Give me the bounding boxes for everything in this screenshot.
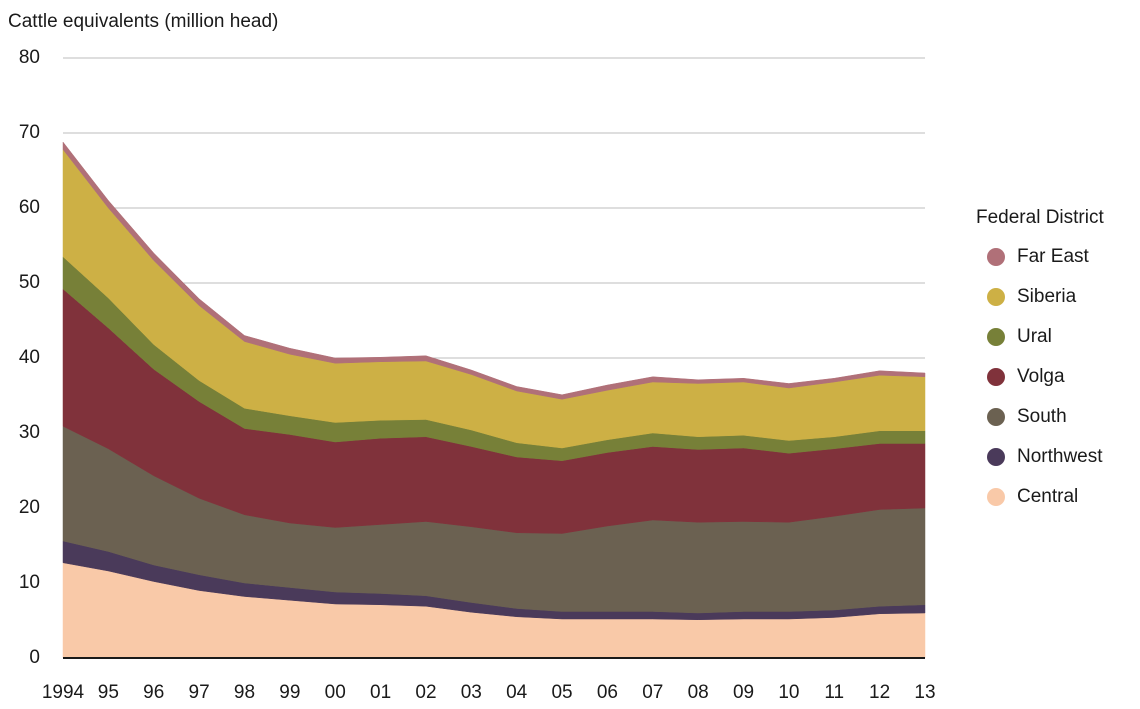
y-tick-label: 70 — [19, 122, 40, 143]
x-tick-label: 09 — [733, 682, 754, 703]
y-tick-label: 20 — [19, 497, 40, 518]
y-tick-label: 50 — [19, 272, 40, 293]
x-tick-label: 12 — [869, 682, 890, 703]
x-tick-label: 08 — [688, 682, 709, 703]
y-tick-label: 80 — [19, 47, 40, 68]
legend-swatch — [987, 448, 1005, 466]
legend-swatch — [987, 328, 1005, 346]
legend-label: Ural — [1017, 326, 1052, 347]
x-tick-label: 01 — [370, 682, 391, 703]
legend-swatch — [987, 488, 1005, 506]
x-tick-label: 04 — [506, 682, 528, 703]
y-tick-label: 30 — [19, 422, 40, 443]
legend-label: Volga — [1017, 366, 1065, 387]
legend-label: Far East — [1017, 246, 1090, 267]
y-axis-title: Cattle equivalents (million head) — [8, 11, 278, 32]
x-tick-label: 1994 — [42, 682, 85, 703]
x-tick-label: 02 — [415, 682, 436, 703]
y-tick-label: 40 — [19, 347, 40, 368]
x-tick-label: 99 — [279, 682, 300, 703]
y-tick-label: 0 — [29, 647, 40, 668]
x-tick-label: 13 — [914, 682, 935, 703]
legend-swatch — [987, 408, 1005, 426]
x-tick-label: 06 — [597, 682, 618, 703]
x-tick-label: 05 — [551, 682, 572, 703]
legend-swatch — [987, 368, 1005, 386]
x-tick-label: 97 — [189, 682, 210, 703]
x-tick-label: 96 — [143, 682, 164, 703]
legend-title: Federal District — [976, 207, 1104, 228]
legend-label: Central — [1017, 486, 1078, 507]
x-tick-label: 95 — [98, 682, 119, 703]
legend-swatch — [987, 248, 1005, 266]
x-tick-label: 11 — [824, 682, 844, 703]
areas — [62, 141, 926, 659]
x-tick-label: 03 — [461, 682, 482, 703]
legend-swatch — [987, 288, 1005, 306]
x-tick-label: 00 — [325, 682, 346, 703]
area — [62, 141, 926, 400]
x-tick-label: 98 — [234, 682, 255, 703]
legend-label: South — [1017, 406, 1067, 427]
legend-label: Siberia — [1017, 286, 1077, 307]
x-tick-label: 07 — [642, 682, 663, 703]
x-tick-label: 10 — [778, 682, 799, 703]
legend-label: Northwest — [1017, 446, 1103, 467]
y-tick-label: 10 — [19, 572, 40, 593]
y-tick-label: 60 — [19, 197, 40, 218]
